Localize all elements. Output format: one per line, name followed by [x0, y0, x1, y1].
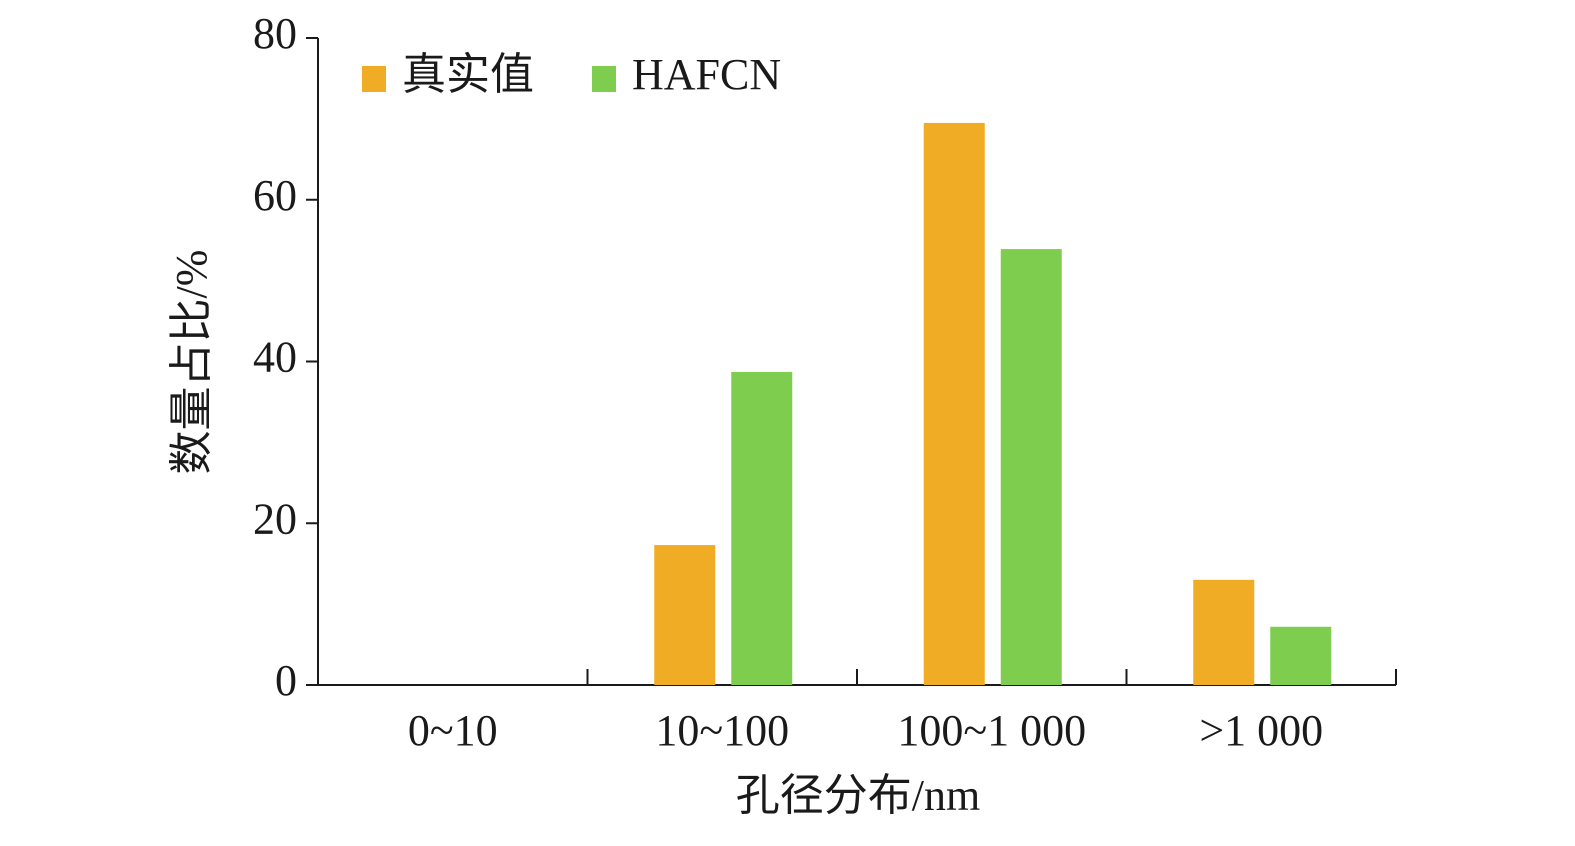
y-tick-label: 40 — [253, 333, 297, 382]
x-tick-label: 0~10 — [408, 706, 498, 755]
bar — [923, 122, 985, 685]
y-tick-label: 20 — [253, 494, 297, 543]
bar — [1000, 249, 1062, 686]
y-axis-label: 数量占比/% — [167, 250, 216, 475]
x-tick-label: 100~1 000 — [897, 706, 1086, 755]
bar — [1193, 579, 1255, 685]
bar — [731, 372, 793, 685]
y-tick-label: 0 — [275, 656, 297, 705]
y-tick-label: 60 — [253, 171, 297, 220]
x-axis-label: 孔径分布/nm — [736, 771, 980, 820]
y-tick-label: 80 — [253, 9, 297, 58]
legend-label: HAFCN — [632, 50, 781, 99]
legend-swatch — [362, 66, 386, 92]
bar — [654, 545, 716, 685]
legend-swatch — [592, 66, 616, 92]
legend-label: 真实值 — [402, 50, 534, 99]
bar — [1270, 626, 1332, 685]
x-tick-label: >1 000 — [1199, 706, 1323, 755]
x-tick-label: 10~100 — [655, 706, 789, 755]
